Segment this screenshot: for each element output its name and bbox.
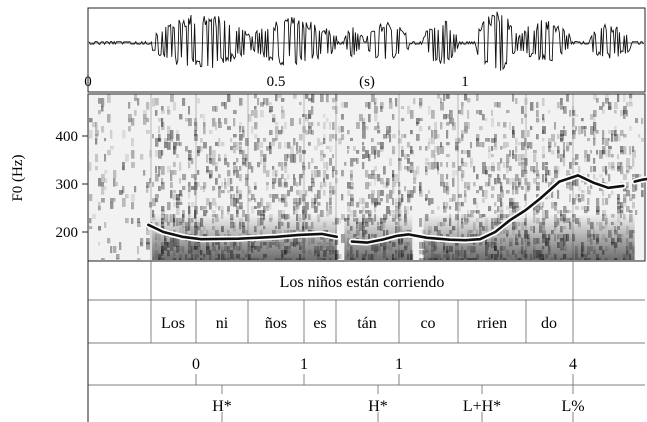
syllable-do: do: [541, 315, 557, 332]
annotation-tiers: Los niños están corriendo Los ni ños es …: [87, 260, 645, 422]
time-unit-label: (s): [359, 74, 375, 90]
spectrogram-texture: [89, 94, 644, 260]
time-tick-0.5: 0.5: [267, 74, 286, 90]
f0-contour-segment-1: [350, 174, 625, 244]
syllable-rrien: rrien: [477, 315, 507, 332]
waveform-trace: [88, 11, 644, 71]
time-tick-0: 0: [84, 74, 92, 90]
break-index-1a: 1: [300, 356, 308, 373]
f0-contour: [145, 172, 647, 246]
syllable-ni: ni: [216, 315, 229, 332]
y-tick-label-400: 400: [56, 129, 79, 145]
f0-contour-segment-0: [147, 223, 339, 241]
tone-l-percent: L%: [561, 398, 584, 415]
tone-h-star-2: H*: [368, 398, 388, 415]
spectrogram-panel: 400 300 200 F0 (Hz): [10, 93, 647, 262]
y-tick-label-300: 300: [56, 177, 79, 193]
y-axis-label: F0 (Hz): [10, 154, 26, 201]
break-index-4: 4: [569, 356, 577, 373]
waveform-panel: 0 0.5 (s) 1: [84, 7, 646, 93]
tone-l-plus-h-star: L+H*: [463, 398, 501, 415]
break-index-0: 0: [192, 356, 200, 373]
syllable-nos: ños: [265, 315, 287, 332]
f0-contour-segment-2: [633, 177, 647, 183]
syllable-tan: tán: [357, 315, 377, 332]
tone-h-star-1: H*: [212, 398, 232, 415]
syllable-es: es: [313, 315, 326, 332]
break-index-1b: 1: [395, 356, 403, 373]
syllable-co: co: [420, 315, 435, 332]
syllable-los: Los: [161, 315, 185, 332]
y-tick-label-200: 200: [56, 225, 79, 241]
sentence-label: Los niños están corriendo: [280, 274, 445, 291]
time-tick-1: 1: [461, 74, 469, 90]
